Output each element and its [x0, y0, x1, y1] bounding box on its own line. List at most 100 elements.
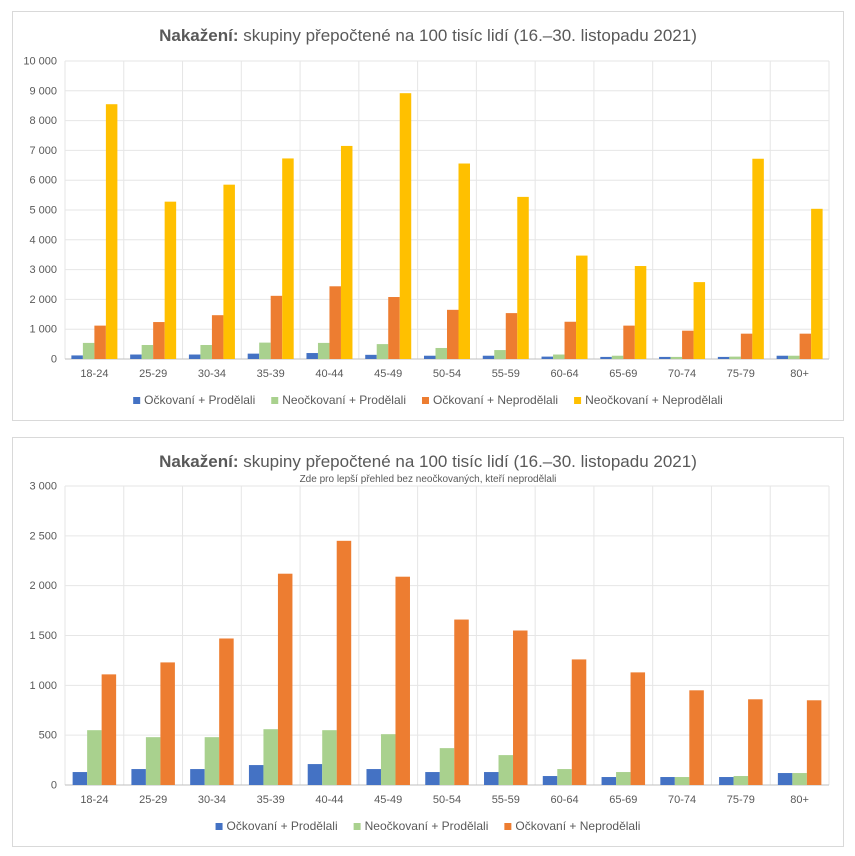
bar [498, 755, 514, 785]
bar [752, 158, 764, 359]
legend-swatch [133, 397, 141, 404]
bar [484, 772, 499, 785]
chart-title: Nakažení: skupiny přepočtené na 100 tisí… [159, 452, 697, 471]
bar [611, 355, 624, 359]
bar [248, 765, 264, 785]
y-tick-label: 1 500 [29, 630, 57, 642]
y-tick-label: 10 000 [23, 56, 57, 68]
x-tick-label: 30-34 [198, 794, 226, 806]
bar [482, 355, 495, 359]
bar [160, 662, 175, 785]
bar [806, 700, 822, 785]
legend-item: Neočkovaní + Prodělali [271, 393, 406, 407]
y-tick-label: 3 000 [29, 264, 57, 276]
x-tick-label: 60-64 [550, 368, 578, 380]
bar [630, 672, 646, 785]
y-tick-label: 2 000 [29, 294, 57, 306]
bar [674, 777, 690, 785]
bar [447, 309, 459, 359]
x-tick-label: 80+ [790, 794, 809, 806]
bar [424, 355, 436, 359]
x-tick-label: 25-29 [139, 368, 167, 380]
bar [693, 282, 706, 359]
legend-label: Očkovaní + Prodělali [144, 393, 255, 407]
bar [435, 347, 447, 359]
legend-label: Očkovaní + Neprodělali [515, 819, 640, 833]
plot-area: 0 1 000 2 000 3 000 4 000 5 000 6 000 7 000 8 00… [23, 56, 830, 380]
bar [141, 344, 154, 359]
bar [425, 772, 440, 785]
bar [72, 772, 88, 785]
bar [689, 690, 704, 785]
bar [454, 619, 469, 785]
x-tick-label: 60-64 [550, 794, 578, 806]
bar [777, 773, 793, 785]
bar [211, 315, 224, 359]
bar [557, 769, 572, 785]
legend-label: Neočkovaní + Neprodělali [585, 393, 723, 407]
x-tick-label: 50-54 [433, 368, 461, 380]
legend-label: Neočkovaní + Prodělali [365, 819, 489, 833]
bar [600, 356, 612, 359]
legend-label: Očkovaní + Prodělali [227, 819, 338, 833]
chart-title-rest: skupiny přepočtené na 100 tisíc lidí (16… [239, 452, 697, 471]
chart-panel-bottom: Nakažení: skupiny přepočtené na 100 tisí… [12, 437, 844, 847]
legend-swatch [504, 823, 512, 830]
chart-top-svg: Nakažení: skupiny přepočtené na 100 tisí… [23, 26, 830, 407]
bar [82, 342, 95, 359]
bar [740, 333, 753, 359]
legend-item: Neočkovaní + Prodělali [353, 819, 489, 833]
bar [395, 576, 410, 785]
y-tick-label: 4 000 [29, 234, 57, 246]
bar [733, 776, 749, 785]
bar [263, 729, 278, 785]
bar [571, 659, 587, 785]
bar [87, 730, 102, 785]
bar [204, 737, 220, 785]
y-tick-label: 0 [51, 780, 57, 792]
x-tick-label: 35-39 [257, 794, 285, 806]
x-tick-label: 18-24 [80, 368, 108, 380]
y-tick-label: 8 000 [29, 115, 57, 127]
x-tick-label: 75-79 [727, 794, 755, 806]
bar [105, 104, 118, 360]
bar [623, 325, 635, 359]
bar [259, 342, 271, 359]
x-tick-label: 65-69 [609, 794, 637, 806]
bar [776, 355, 789, 359]
legend-swatch [271, 397, 279, 404]
bar [505, 313, 518, 359]
legend-item: Očkovaní + Prodělali [133, 393, 255, 407]
chart-title: Nakažení: skupiny přepočtené na 100 tisí… [159, 26, 697, 45]
y-tick-label: 500 [39, 730, 57, 742]
y-tick-label: 0 [51, 354, 57, 366]
bar [542, 776, 558, 785]
x-tick-label: 55-59 [492, 794, 520, 806]
bar [717, 356, 730, 359]
y-tick-label: 9 000 [29, 85, 57, 97]
legend-swatch [574, 397, 582, 404]
bar [376, 344, 389, 359]
bar [336, 540, 352, 785]
bar [200, 344, 212, 359]
bar [307, 764, 323, 785]
bar [682, 330, 694, 359]
bar [729, 356, 741, 359]
legend-swatch [421, 397, 429, 404]
x-tick-label: 25-29 [139, 794, 167, 806]
x-tick-label: 70-74 [668, 368, 696, 380]
x-tick-label: 80+ [790, 368, 809, 380]
bar [153, 322, 165, 359]
bar [792, 773, 807, 785]
chart-title-rest: skupiny přepočtené na 100 tisíc lidí (16… [239, 26, 697, 45]
bar [399, 93, 412, 360]
x-tick-label: 30-34 [198, 368, 226, 380]
bar [219, 638, 234, 785]
legend-swatch [353, 823, 361, 830]
bar [553, 354, 565, 359]
x-tick-label: 50-54 [433, 794, 461, 806]
chart-bottom-svg: Nakažení: skupiny přepočtené na 100 tisí… [29, 452, 830, 833]
bar [190, 769, 205, 785]
bar [799, 333, 812, 359]
legend-item: Neočkovaní + Neprodělali [574, 393, 723, 407]
